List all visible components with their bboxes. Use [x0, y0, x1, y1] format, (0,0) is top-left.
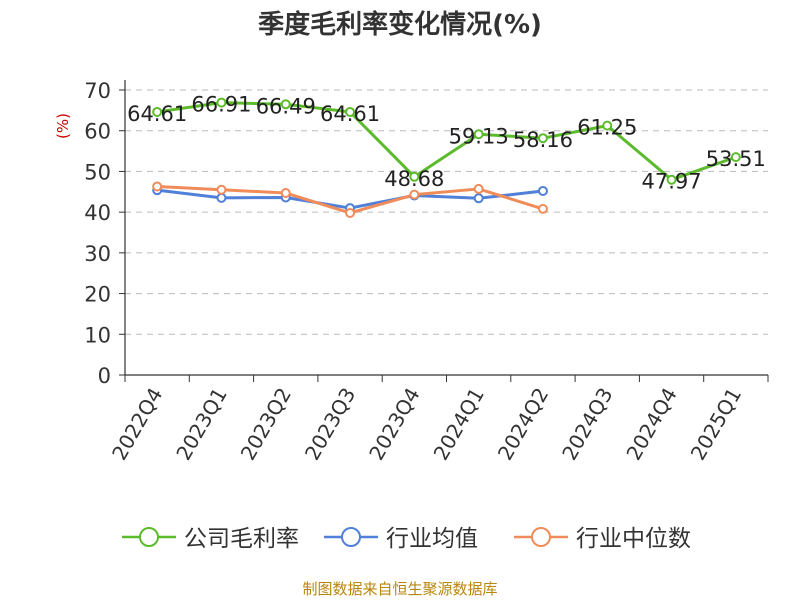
x-tick-label: 2024Q3 — [557, 384, 617, 465]
y-tick-label: 30 — [84, 242, 111, 266]
data-label: 47.97 — [641, 170, 701, 194]
legend-label: 行业均值 — [386, 526, 478, 552]
y-tick-label: 10 — [84, 323, 111, 347]
data-point — [473, 183, 484, 194]
data-point — [152, 181, 163, 192]
data-label: 48.68 — [384, 167, 444, 191]
data-label: 66.49 — [256, 94, 316, 118]
chart-title: 季度毛利率变化情况(%) — [258, 10, 542, 40]
legend-label: 行业中位数 — [576, 526, 691, 552]
data-label: 53.51 — [706, 147, 766, 171]
data-label: 58.16 — [513, 128, 573, 152]
x-tick-label: 2024Q1 — [429, 384, 489, 465]
data-point — [216, 97, 227, 108]
data-point — [730, 152, 741, 163]
legend-marker — [531, 527, 551, 547]
data-label: 64.61 — [320, 102, 380, 126]
x-tick-label: 2022Q4 — [107, 384, 167, 465]
data-point — [537, 133, 548, 144]
x-tick-label: 2023Q3 — [300, 384, 360, 465]
data-label: 61.25 — [577, 116, 637, 140]
data-point — [537, 185, 548, 196]
data-point — [602, 120, 613, 131]
data-point — [152, 106, 163, 117]
y-tick-label: 60 — [84, 120, 111, 144]
x-tick-label: 2024Q4 — [621, 384, 681, 465]
legend-label: 公司毛利率 — [184, 526, 299, 552]
x-tick-label: 2024Q2 — [493, 384, 553, 465]
data-point — [280, 188, 291, 199]
y-tick-label: 70 — [84, 79, 111, 103]
data-label: 66.91 — [191, 93, 251, 117]
data-point — [345, 106, 356, 117]
y-tick-label: 50 — [84, 160, 111, 184]
data-point — [216, 192, 227, 203]
data-source-note: 制图数据来自恒生聚源数据库 — [302, 580, 498, 598]
data-point — [409, 171, 420, 182]
series-line-0 — [156, 101, 737, 182]
x-tick-label: 2025Q1 — [686, 384, 746, 465]
data-point — [216, 184, 227, 195]
legend-marker — [139, 527, 159, 547]
legend-marker — [341, 527, 361, 547]
x-tick-label: 2023Q4 — [364, 384, 424, 465]
y-tick-label: 0 — [98, 364, 111, 388]
data-point — [345, 207, 356, 218]
data-label: 64.61 — [127, 102, 187, 126]
data-point — [473, 193, 484, 204]
data-point — [537, 203, 548, 214]
data-point — [666, 174, 677, 185]
x-tick-label: 2023Q2 — [236, 384, 296, 465]
data-point — [409, 189, 420, 200]
data-label: 59.13 — [449, 124, 509, 148]
y-axis-unit: (%) — [54, 113, 72, 139]
data-point — [280, 99, 291, 110]
x-tick-label: 2023Q1 — [171, 384, 231, 465]
data-point — [473, 129, 484, 140]
y-tick-label: 20 — [84, 283, 111, 307]
y-tick-label: 40 — [84, 201, 111, 225]
